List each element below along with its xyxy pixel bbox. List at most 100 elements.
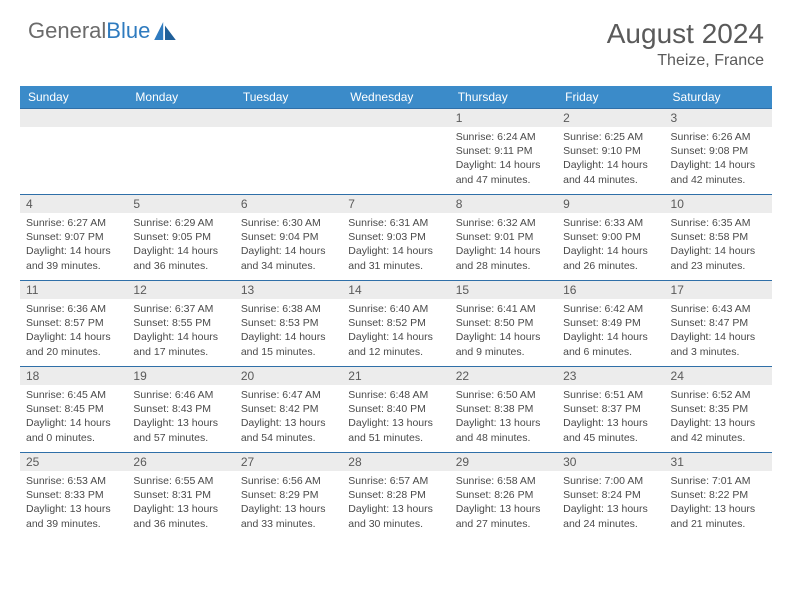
day-info: Sunrise: 6:46 AMSunset: 8:43 PMDaylight:… bbox=[127, 385, 234, 449]
day-info: Sunrise: 7:01 AMSunset: 8:22 PMDaylight:… bbox=[665, 471, 772, 535]
calendar-week-row: 18Sunrise: 6:45 AMSunset: 8:45 PMDayligh… bbox=[20, 367, 772, 453]
calendar-day-cell: 3Sunrise: 6:26 AMSunset: 9:08 PMDaylight… bbox=[665, 109, 772, 195]
calendar-day-cell: 30Sunrise: 7:00 AMSunset: 8:24 PMDayligh… bbox=[557, 453, 664, 539]
day-info: Sunrise: 6:37 AMSunset: 8:55 PMDaylight:… bbox=[127, 299, 234, 363]
calendar-week-row: 25Sunrise: 6:53 AMSunset: 8:33 PMDayligh… bbox=[20, 453, 772, 539]
calendar-day-cell: 23Sunrise: 6:51 AMSunset: 8:37 PMDayligh… bbox=[557, 367, 664, 453]
day-info: Sunrise: 6:31 AMSunset: 9:03 PMDaylight:… bbox=[342, 213, 449, 277]
calendar-day-cell: 14Sunrise: 6:40 AMSunset: 8:52 PMDayligh… bbox=[342, 281, 449, 367]
day-number: 8 bbox=[450, 195, 557, 213]
day-number: 3 bbox=[665, 109, 772, 127]
calendar-week-row: 4Sunrise: 6:27 AMSunset: 9:07 PMDaylight… bbox=[20, 195, 772, 281]
day-number: 19 bbox=[127, 367, 234, 385]
day-number: 13 bbox=[235, 281, 342, 299]
day-number bbox=[342, 109, 449, 127]
calendar-day-cell: 15Sunrise: 6:41 AMSunset: 8:50 PMDayligh… bbox=[450, 281, 557, 367]
day-header: Tuesday bbox=[235, 86, 342, 109]
calendar-day-cell: 29Sunrise: 6:58 AMSunset: 8:26 PMDayligh… bbox=[450, 453, 557, 539]
day-info: Sunrise: 6:50 AMSunset: 8:38 PMDaylight:… bbox=[450, 385, 557, 449]
day-info: Sunrise: 6:32 AMSunset: 9:01 PMDaylight:… bbox=[450, 213, 557, 277]
day-info: Sunrise: 6:29 AMSunset: 9:05 PMDaylight:… bbox=[127, 213, 234, 277]
day-info: Sunrise: 6:30 AMSunset: 9:04 PMDaylight:… bbox=[235, 213, 342, 277]
day-number bbox=[20, 109, 127, 127]
title-block: August 2024 Theize, France bbox=[607, 18, 764, 70]
day-info: Sunrise: 6:53 AMSunset: 8:33 PMDaylight:… bbox=[20, 471, 127, 535]
day-number bbox=[127, 109, 234, 127]
day-info: Sunrise: 6:47 AMSunset: 8:42 PMDaylight:… bbox=[235, 385, 342, 449]
calendar-week-row: 11Sunrise: 6:36 AMSunset: 8:57 PMDayligh… bbox=[20, 281, 772, 367]
day-number: 17 bbox=[665, 281, 772, 299]
day-number: 30 bbox=[557, 453, 664, 471]
calendar-week-row: 1Sunrise: 6:24 AMSunset: 9:11 PMDaylight… bbox=[20, 109, 772, 195]
calendar-day-cell: 10Sunrise: 6:35 AMSunset: 8:58 PMDayligh… bbox=[665, 195, 772, 281]
calendar-day-cell: 11Sunrise: 6:36 AMSunset: 8:57 PMDayligh… bbox=[20, 281, 127, 367]
calendar-day-cell: 16Sunrise: 6:42 AMSunset: 8:49 PMDayligh… bbox=[557, 281, 664, 367]
calendar-table: SundayMondayTuesdayWednesdayThursdayFrid… bbox=[20, 86, 772, 539]
brand-sail-icon bbox=[154, 22, 176, 40]
calendar-day-cell: 17Sunrise: 6:43 AMSunset: 8:47 PMDayligh… bbox=[665, 281, 772, 367]
day-info: Sunrise: 6:43 AMSunset: 8:47 PMDaylight:… bbox=[665, 299, 772, 363]
day-header: Saturday bbox=[665, 86, 772, 109]
day-info: Sunrise: 6:41 AMSunset: 8:50 PMDaylight:… bbox=[450, 299, 557, 363]
day-number: 12 bbox=[127, 281, 234, 299]
day-number: 4 bbox=[20, 195, 127, 213]
calendar-day-cell: 20Sunrise: 6:47 AMSunset: 8:42 PMDayligh… bbox=[235, 367, 342, 453]
calendar-day-cell: 31Sunrise: 7:01 AMSunset: 8:22 PMDayligh… bbox=[665, 453, 772, 539]
day-header: Thursday bbox=[450, 86, 557, 109]
day-number: 15 bbox=[450, 281, 557, 299]
day-number: 31 bbox=[665, 453, 772, 471]
day-header: Monday bbox=[127, 86, 234, 109]
calendar-day-cell: 5Sunrise: 6:29 AMSunset: 9:05 PMDaylight… bbox=[127, 195, 234, 281]
day-info: Sunrise: 6:38 AMSunset: 8:53 PMDaylight:… bbox=[235, 299, 342, 363]
day-number: 22 bbox=[450, 367, 557, 385]
calendar-day-cell: 28Sunrise: 6:57 AMSunset: 8:28 PMDayligh… bbox=[342, 453, 449, 539]
day-number: 5 bbox=[127, 195, 234, 213]
day-number: 26 bbox=[127, 453, 234, 471]
day-info: Sunrise: 6:27 AMSunset: 9:07 PMDaylight:… bbox=[20, 213, 127, 277]
day-info: Sunrise: 6:24 AMSunset: 9:11 PMDaylight:… bbox=[450, 127, 557, 191]
calendar-day-cell: 9Sunrise: 6:33 AMSunset: 9:00 PMDaylight… bbox=[557, 195, 664, 281]
day-number: 11 bbox=[20, 281, 127, 299]
calendar-day-cell: 13Sunrise: 6:38 AMSunset: 8:53 PMDayligh… bbox=[235, 281, 342, 367]
day-number bbox=[235, 109, 342, 127]
day-number: 27 bbox=[235, 453, 342, 471]
day-info: Sunrise: 6:26 AMSunset: 9:08 PMDaylight:… bbox=[665, 127, 772, 191]
day-header: Wednesday bbox=[342, 86, 449, 109]
day-info: Sunrise: 6:52 AMSunset: 8:35 PMDaylight:… bbox=[665, 385, 772, 449]
calendar-day-cell: 24Sunrise: 6:52 AMSunset: 8:35 PMDayligh… bbox=[665, 367, 772, 453]
day-number: 7 bbox=[342, 195, 449, 213]
day-info: Sunrise: 6:58 AMSunset: 8:26 PMDaylight:… bbox=[450, 471, 557, 535]
calendar-day-cell: 1Sunrise: 6:24 AMSunset: 9:11 PMDaylight… bbox=[450, 109, 557, 195]
day-number: 21 bbox=[342, 367, 449, 385]
day-info: Sunrise: 6:40 AMSunset: 8:52 PMDaylight:… bbox=[342, 299, 449, 363]
day-number: 23 bbox=[557, 367, 664, 385]
day-number: 16 bbox=[557, 281, 664, 299]
day-info: Sunrise: 6:55 AMSunset: 8:31 PMDaylight:… bbox=[127, 471, 234, 535]
day-number: 10 bbox=[665, 195, 772, 213]
calendar-day-cell: 2Sunrise: 6:25 AMSunset: 9:10 PMDaylight… bbox=[557, 109, 664, 195]
day-number: 6 bbox=[235, 195, 342, 213]
day-header: Sunday bbox=[20, 86, 127, 109]
day-header: Friday bbox=[557, 86, 664, 109]
calendar-day-cell: 18Sunrise: 6:45 AMSunset: 8:45 PMDayligh… bbox=[20, 367, 127, 453]
day-number: 18 bbox=[20, 367, 127, 385]
day-info: Sunrise: 6:33 AMSunset: 9:00 PMDaylight:… bbox=[557, 213, 664, 277]
day-number: 24 bbox=[665, 367, 772, 385]
calendar-day-cell bbox=[342, 109, 449, 195]
brand-part1: General bbox=[28, 18, 106, 44]
calendar-day-cell: 7Sunrise: 6:31 AMSunset: 9:03 PMDaylight… bbox=[342, 195, 449, 281]
location-label: Theize, France bbox=[607, 52, 764, 70]
calendar-day-cell: 4Sunrise: 6:27 AMSunset: 9:07 PMDaylight… bbox=[20, 195, 127, 281]
calendar-day-cell: 6Sunrise: 6:30 AMSunset: 9:04 PMDaylight… bbox=[235, 195, 342, 281]
calendar-day-cell: 22Sunrise: 6:50 AMSunset: 8:38 PMDayligh… bbox=[450, 367, 557, 453]
calendar-day-cell: 25Sunrise: 6:53 AMSunset: 8:33 PMDayligh… bbox=[20, 453, 127, 539]
calendar-day-cell bbox=[127, 109, 234, 195]
calendar-day-cell bbox=[20, 109, 127, 195]
calendar-day-cell: 12Sunrise: 6:37 AMSunset: 8:55 PMDayligh… bbox=[127, 281, 234, 367]
day-number: 28 bbox=[342, 453, 449, 471]
day-info: Sunrise: 6:56 AMSunset: 8:29 PMDaylight:… bbox=[235, 471, 342, 535]
day-info: Sunrise: 6:45 AMSunset: 8:45 PMDaylight:… bbox=[20, 385, 127, 449]
day-info: Sunrise: 6:35 AMSunset: 8:58 PMDaylight:… bbox=[665, 213, 772, 277]
day-number: 2 bbox=[557, 109, 664, 127]
brand-logo: GeneralBlue bbox=[28, 18, 176, 44]
